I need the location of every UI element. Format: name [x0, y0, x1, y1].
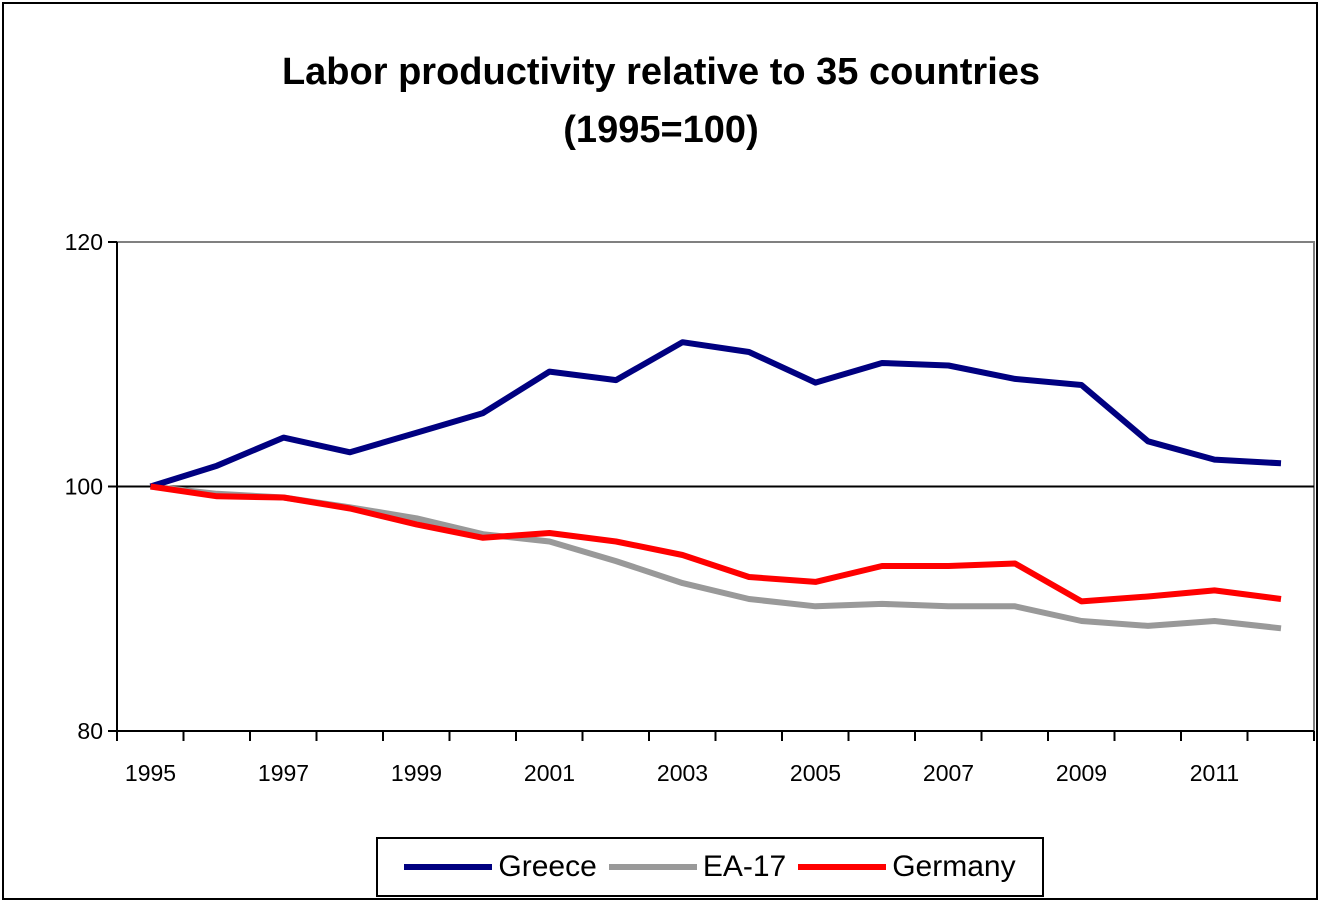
legend-item-germany: Germany	[798, 850, 1016, 884]
x-tick-label: 2009	[1056, 760, 1107, 786]
x-tick-label: 1999	[391, 760, 442, 786]
tick-labels: 80 100 120 1995 1997 1999 2001 2003 2005 2007 2009…	[65, 229, 1240, 786]
y-tick-label: 120	[65, 229, 103, 255]
x-tick-label: 2011	[1190, 760, 1239, 786]
chart-title: Labor productivity relative to 35 countr…	[0, 43, 1322, 159]
axes	[108, 241, 1315, 741]
legend-label-germany: Germany	[892, 850, 1016, 883]
legend-swatch-germany	[798, 864, 887, 870]
legend-label-greece: Greece	[498, 850, 597, 883]
chart-title-line-2: (1995=100)	[563, 109, 759, 151]
x-tick-label: 2003	[657, 760, 708, 786]
series-line-germany	[150, 483, 1282, 605]
legend: Greece EA-17 Germany	[376, 837, 1044, 897]
series-line-greece	[149, 339, 1282, 490]
chart-title-line-1: Labor productivity relative to 35 countr…	[281, 51, 1041, 93]
legend-item-ea17: EA-17	[608, 850, 787, 884]
x-tick-label: 1995	[125, 760, 176, 786]
legend-swatch-greece	[404, 864, 493, 870]
y-tick-label: 100	[65, 474, 103, 500]
x-tick-label: 2007	[923, 760, 974, 786]
y-tick-label: 80	[77, 718, 103, 744]
legend-item-greece: Greece	[404, 850, 597, 884]
legend-label-ea17: EA-17	[702, 850, 787, 883]
x-tick-label: 2001	[524, 760, 575, 786]
series-layer	[149, 339, 1282, 632]
x-tick-label: 2005	[790, 760, 841, 786]
x-tick-label: 1997	[258, 760, 309, 786]
legend-swatch-ea17	[608, 864, 697, 870]
